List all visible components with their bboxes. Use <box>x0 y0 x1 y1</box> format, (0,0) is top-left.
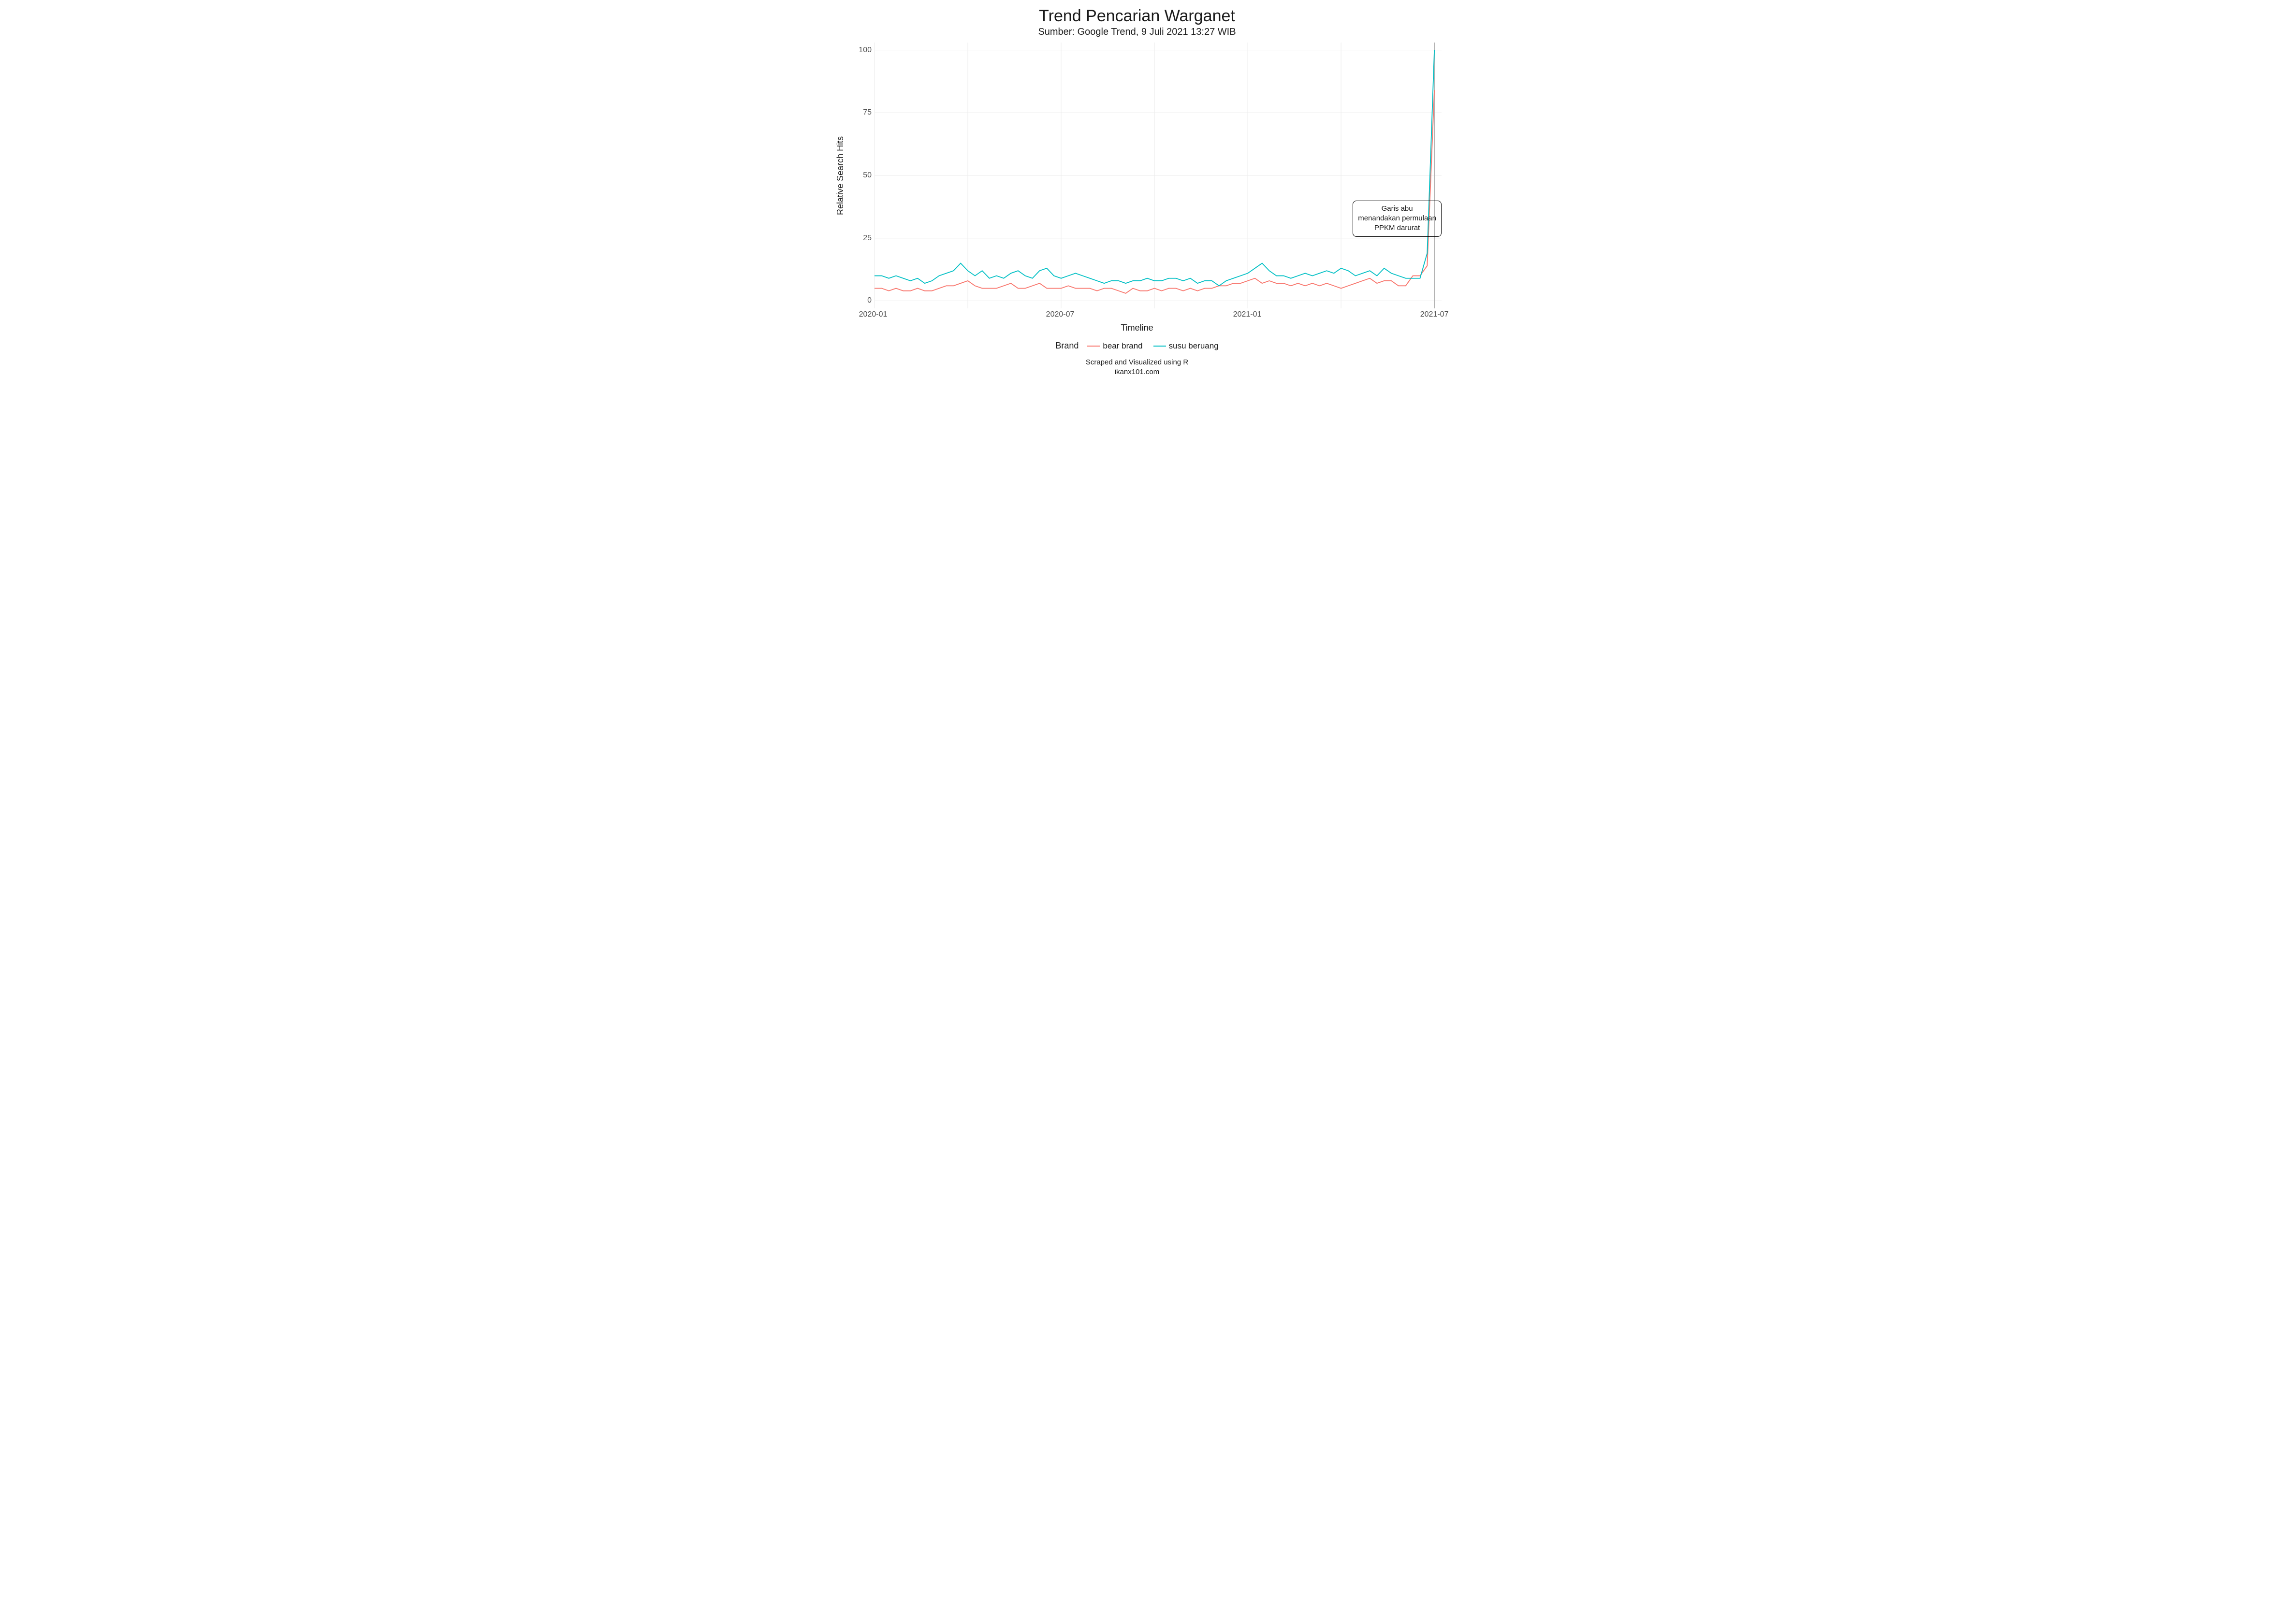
caption-line: ikanx101.com <box>832 367 1442 377</box>
chart-caption: Scraped and Visualized using Rikanx101.c… <box>832 358 1442 377</box>
plot-row: Relative Search Hits 0 25 50 75 100 Garis ab… <box>832 43 1442 308</box>
y-tick: 25 <box>863 234 872 243</box>
y-axis-label: Relative Search Hits <box>832 43 848 308</box>
x-tick: 2021-07 <box>1420 310 1449 319</box>
legend-swatch <box>1153 346 1166 347</box>
x-axis-label: Timeline <box>832 323 1442 333</box>
y-tick: 50 <box>863 171 872 180</box>
y-tick: 100 <box>859 46 872 55</box>
chart-container: Trend Pencarian Warganet Sumber: Google … <box>832 0 1442 387</box>
x-tick: 2020-07 <box>1046 310 1075 319</box>
x-tick: 2020-01 <box>859 310 888 319</box>
chart-subtitle: Sumber: Google Trend, 9 Juli 2021 13:27 … <box>832 27 1442 38</box>
x-tick-row: 2020-012020-072021-012021-07 <box>873 308 1442 320</box>
annotation-line: PPKM darurat <box>1358 223 1436 233</box>
y-tick-column: 0 25 50 75 100 <box>848 43 875 308</box>
legend: Brand bear brand susu beruang <box>832 341 1442 351</box>
annotation-line: menandakan permulaan <box>1358 214 1436 223</box>
annotation-box: Garis abumenandakan permulaanPPKM darura… <box>1353 201 1442 237</box>
legend-items: bear brand susu beruang <box>1087 341 1218 351</box>
plot-svg <box>875 43 1442 308</box>
caption-line: Scraped and Visualized using R <box>832 358 1442 367</box>
x-tick: 2021-01 <box>1233 310 1262 319</box>
legend-swatch <box>1087 346 1100 347</box>
chart-title: Trend Pencarian Warganet <box>832 7 1442 26</box>
legend-title: Brand <box>1055 341 1079 351</box>
legend-item: bear brand <box>1087 341 1142 351</box>
plot-area: Garis abumenandakan permulaanPPKM darura… <box>875 43 1442 308</box>
legend-label: bear brand <box>1103 341 1142 351</box>
y-tick: 0 <box>867 296 872 305</box>
y-tick: 75 <box>863 108 872 117</box>
annotation-line: Garis abu <box>1358 204 1436 214</box>
legend-item: susu beruang <box>1153 341 1219 351</box>
legend-label: susu beruang <box>1169 341 1219 351</box>
